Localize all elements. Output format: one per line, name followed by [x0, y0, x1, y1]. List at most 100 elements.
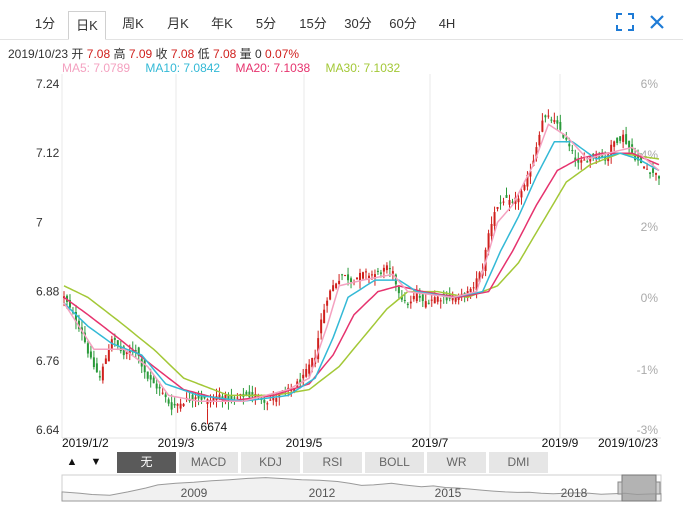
volume-label: 量 [239, 47, 252, 61]
candle-body [63, 296, 65, 299]
candle-body [424, 301, 427, 308]
candle-body [293, 388, 296, 392]
candle-body [275, 398, 278, 402]
navigator-left-handle[interactable] [617, 481, 623, 495]
tab-0[interactable]: 1分 [34, 16, 56, 31]
indicator-3[interactable]: RSI [303, 452, 362, 473]
candle-body [335, 283, 338, 289]
candle-body [421, 294, 424, 302]
candle-body [98, 376, 101, 378]
candle-body [182, 403, 185, 407]
candle-body [619, 136, 622, 141]
candle-body [230, 395, 233, 400]
candle-body [323, 309, 326, 324]
candle-body [382, 267, 385, 272]
candle-body [652, 168, 655, 173]
tab-1[interactable]: 日K [68, 11, 106, 40]
navigator-year-label: 2015 [435, 486, 462, 500]
indicator-5[interactable]: WR [427, 452, 486, 473]
ma5-legend: MA5: 7.0789 [62, 61, 131, 75]
navigator-year-label: 2009 [181, 486, 208, 500]
candle-body [451, 296, 454, 301]
candle-body [577, 159, 580, 163]
candle-body [278, 393, 281, 398]
navigator-year-label: 2012 [309, 486, 336, 500]
y-tick-label: 6.88 [36, 285, 60, 299]
candle-body [598, 155, 601, 159]
ma30-line [63, 152, 660, 397]
candle-body [646, 168, 649, 170]
close-icon[interactable] [648, 13, 666, 31]
candle-body [529, 171, 532, 177]
candle-body [487, 233, 490, 252]
candle-body [68, 300, 71, 308]
indicator-2[interactable]: KDJ [241, 452, 300, 473]
indicator-0[interactable]: 无 [117, 452, 176, 473]
candle-body [179, 403, 182, 409]
candle-body [173, 403, 176, 406]
ma10-legend: MA10: 7.0842 [145, 61, 221, 75]
tab-9[interactable]: 4H [438, 16, 456, 31]
y-tick-label: 7.12 [36, 146, 60, 160]
candle-body [511, 201, 514, 203]
candle-body [329, 290, 332, 300]
ma-legend: MA5: 7.0789 MA10: 7.0842 MA20: 7.1038 MA… [62, 61, 412, 75]
candle-body [556, 120, 559, 124]
candle-body [113, 337, 116, 340]
tab-4[interactable]: 年K [211, 16, 233, 31]
tab-8[interactable]: 60分 [389, 16, 417, 31]
candle-body [502, 201, 505, 203]
indicator-4[interactable]: BOLL [365, 452, 424, 473]
candle-body [95, 363, 98, 373]
candle-body [430, 299, 433, 301]
tab-5[interactable]: 5分 [255, 16, 277, 31]
candle-body [469, 288, 472, 293]
pct-tick-label: 2% [641, 220, 659, 234]
candle-body [188, 399, 191, 401]
candle-body [155, 383, 158, 389]
candle-body [317, 338, 320, 360]
scroll-down-button[interactable]: ▼ [90, 456, 102, 468]
candle-body [191, 394, 194, 400]
candle-body [266, 403, 269, 405]
period-tab-bar: 1分 日K 周K 月K 年K 5分 15分 30分 60分 4H [0, 0, 683, 40]
navigator-window[interactable] [621, 474, 657, 502]
candle-body [391, 271, 394, 275]
candle-body [299, 379, 302, 384]
candle-body [517, 198, 520, 203]
candle-body [149, 375, 152, 380]
candle-body [523, 185, 526, 190]
tab-3[interactable]: 月K [167, 16, 189, 31]
candle-body [499, 202, 502, 204]
indicator-1[interactable]: MACD [179, 452, 238, 473]
candle-body [152, 377, 155, 384]
pct-tick-label: -3% [637, 423, 659, 437]
candle-body [403, 300, 406, 302]
candle-body [406, 303, 409, 306]
candle-body [544, 115, 547, 118]
candle-body [167, 399, 170, 404]
scroll-up-button[interactable]: ▲ [66, 456, 78, 468]
candle-body [158, 386, 161, 389]
candle-body [436, 296, 439, 302]
candle-body [385, 265, 388, 271]
candle-body [433, 297, 436, 304]
candle-body [439, 300, 442, 302]
candle-body [305, 368, 308, 377]
candle-body [415, 289, 418, 302]
candle-body [610, 144, 613, 157]
candle-body [553, 120, 556, 123]
tab-6[interactable]: 15分 [299, 16, 327, 31]
navigator-right-handle[interactable] [655, 481, 661, 495]
indicator-6[interactable]: DMI [489, 452, 548, 473]
low-value: 7.08 [212, 47, 237, 61]
open-label: 开 [71, 47, 84, 61]
fullscreen-icon[interactable] [616, 13, 634, 31]
candle-body [373, 274, 376, 279]
pct-tick-label: 0% [641, 291, 659, 305]
candle-body [89, 351, 92, 358]
tab-2[interactable]: 周K [122, 16, 144, 31]
tab-7[interactable]: 30分 [344, 16, 372, 31]
y-tick-label: 6.76 [36, 354, 60, 368]
